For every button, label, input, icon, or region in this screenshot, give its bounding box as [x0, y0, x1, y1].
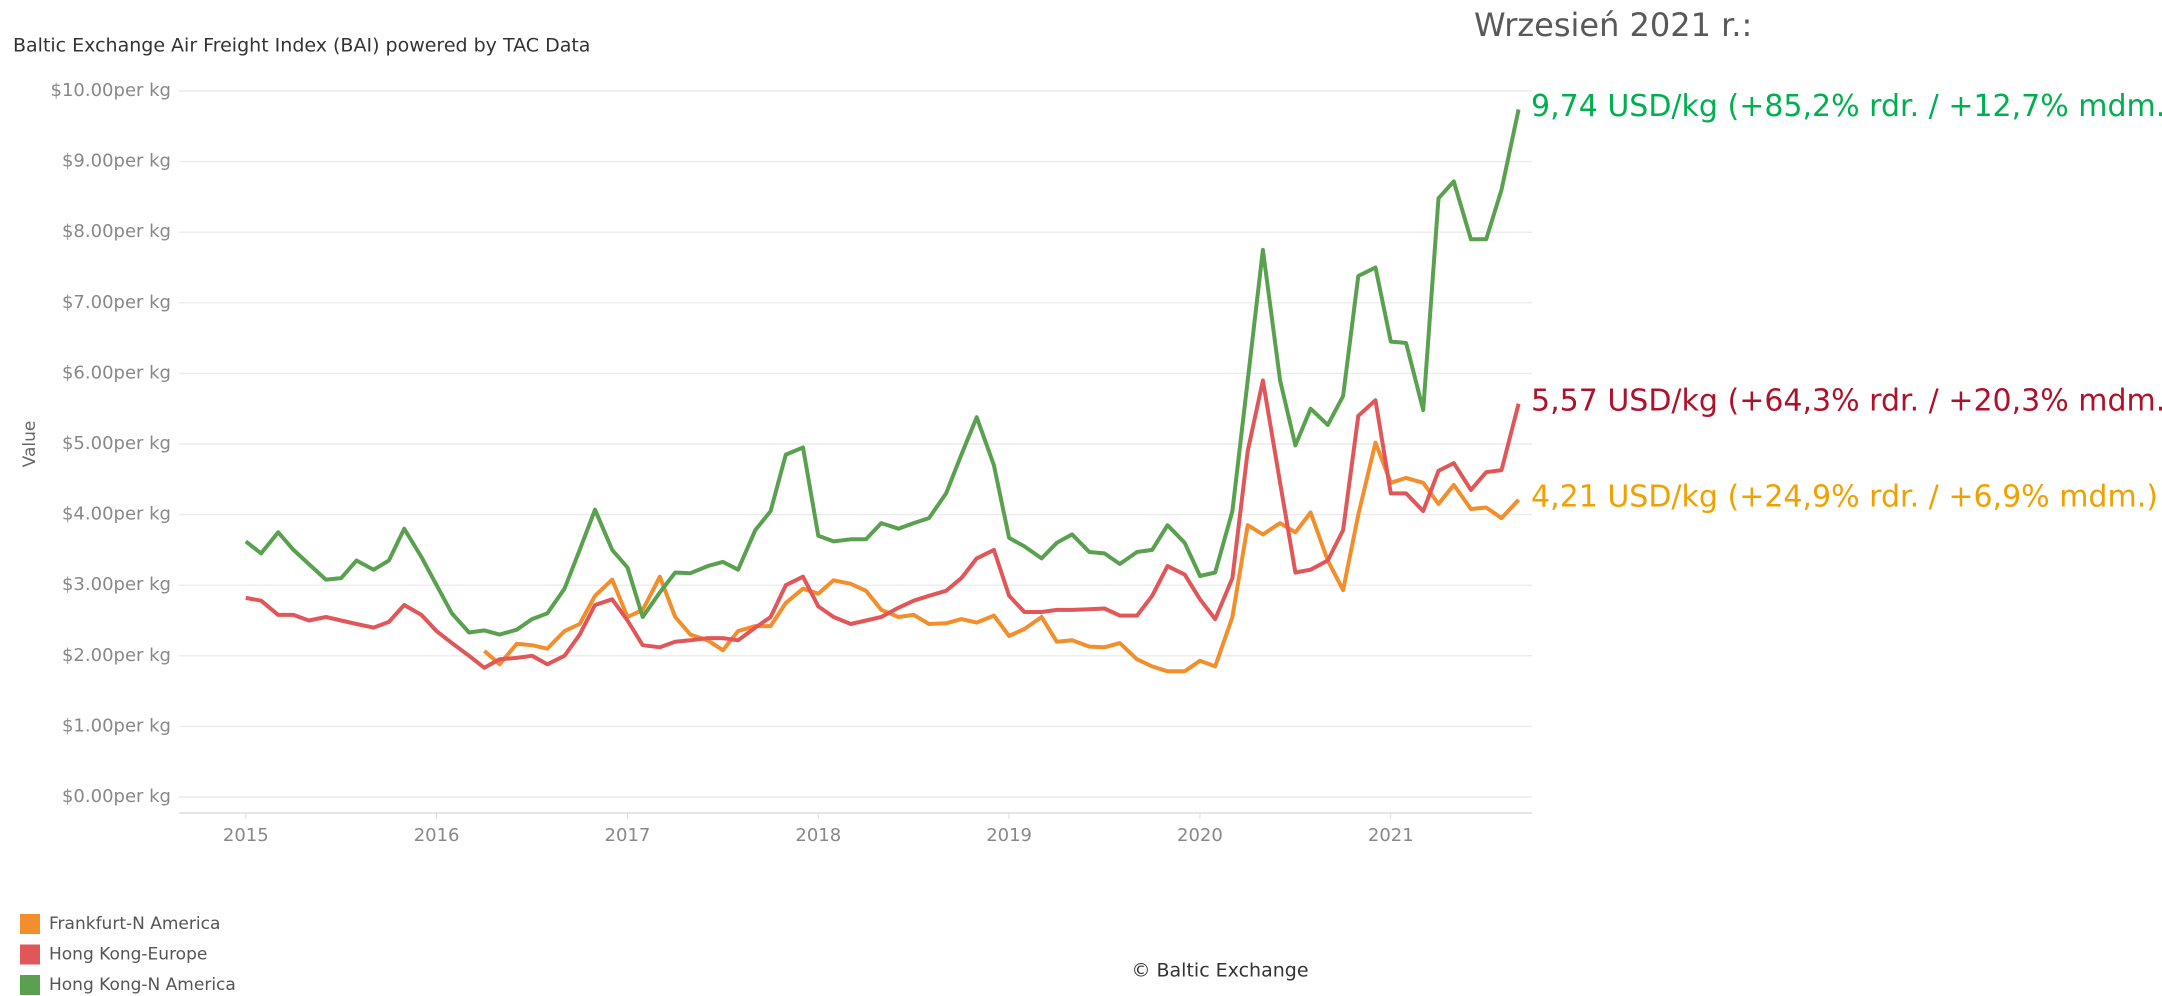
y-tick-label: $8.00per kg: [62, 221, 171, 242]
y-tick-label: $10.00per kg: [51, 80, 171, 101]
header: Wrzesień 2021 r.:: [1474, 6, 1752, 44]
legend-swatch: [20, 975, 40, 995]
y-tick-label: $6.00per kg: [62, 362, 171, 383]
legend-swatch: [20, 914, 40, 934]
y-tick-label: $4.00per kg: [62, 504, 171, 525]
chart-title: Baltic Exchange Air Freight Index (BAI) …: [13, 35, 590, 57]
y-tick-label: $3.00per kg: [62, 574, 171, 595]
annotation: 5,57 USD/kg (+64,3% rdr. / +20,3% mdm.): [1531, 383, 2162, 418]
y-tick-label: $2.00per kg: [62, 645, 171, 666]
legend-swatch: [20, 944, 40, 965]
x-tick-label: 2021: [1368, 825, 1414, 846]
x-tick-label: 2017: [605, 825, 651, 846]
footer: © Baltic Exchange: [1131, 960, 1308, 982]
series-line: [482, 440, 1521, 674]
y-tick-label: $7.00per kg: [62, 292, 171, 313]
y-tick-label: $0.00per kg: [62, 786, 171, 807]
y-tick-label: $9.00per kg: [62, 151, 171, 172]
annotation: 4,21 USD/kg (+24,9% rdr. / +6,9% mdm.): [1531, 479, 2158, 514]
x-tick-label: 2019: [986, 825, 1032, 846]
x-tick-label: 2020: [1177, 825, 1223, 846]
legend-label: Hong Kong-N America: [49, 975, 236, 995]
legend-label: Frankfurt-N America: [49, 914, 220, 934]
x-tick-label: 2015: [223, 825, 269, 846]
y-tick-label: $1.00per kg: [62, 715, 171, 736]
legend-label: Hong Kong-Europe: [49, 945, 207, 965]
series-line: [245, 378, 1521, 670]
series-line: [244, 108, 1521, 637]
y-tick-label: $5.00per kg: [62, 433, 171, 454]
x-tick-label: 2018: [795, 825, 841, 846]
annotation: 9,74 USD/kg (+85,2% rdr. / +12,7% mdm.): [1531, 89, 2162, 124]
y-axis-label: Value: [20, 421, 40, 468]
x-tick-label: 2016: [414, 825, 460, 846]
